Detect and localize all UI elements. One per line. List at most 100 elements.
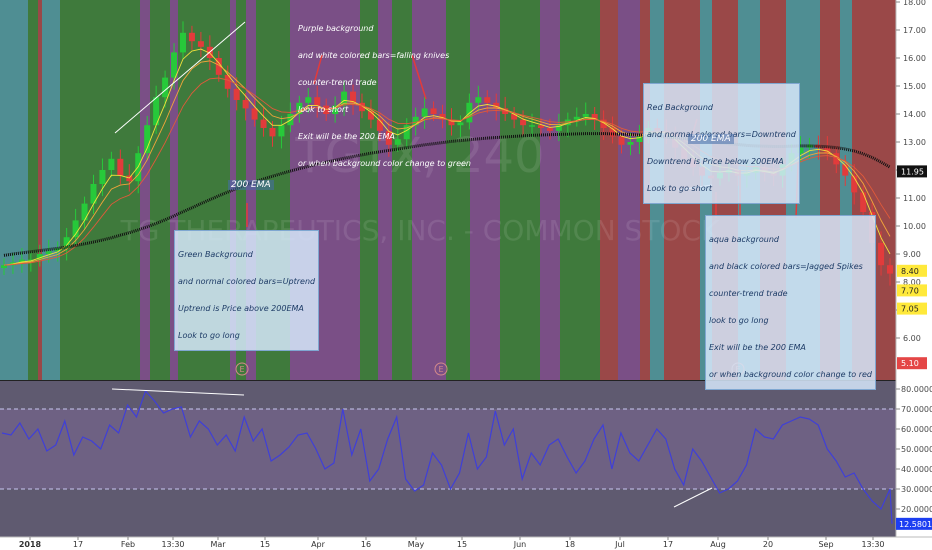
candle-body bbox=[564, 119, 571, 126]
rsi-divergence-top bbox=[111, 388, 245, 396]
candle-body bbox=[439, 114, 446, 120]
candle-body bbox=[493, 102, 500, 109]
time-tick-label: Jun bbox=[513, 540, 527, 549]
candle-body bbox=[63, 237, 70, 249]
earnings-marker-2-label: E bbox=[438, 365, 443, 374]
candle-body bbox=[108, 158, 115, 170]
candle-body bbox=[403, 125, 410, 140]
candle-body bbox=[860, 192, 867, 212]
candle-body bbox=[394, 139, 401, 145]
time-tick-label: 20 bbox=[763, 540, 773, 549]
price-badge-label: 7.70 bbox=[901, 286, 919, 295]
candle-body bbox=[1, 265, 7, 268]
background-band-purple bbox=[230, 0, 236, 380]
time-tick-label: Sep bbox=[818, 540, 833, 549]
candle-body bbox=[36, 254, 43, 260]
candle-body bbox=[358, 102, 365, 112]
annotation-purple: Purple background and white colored bars… bbox=[298, 6, 471, 177]
arrow-purple-2 bbox=[411, 54, 427, 100]
time-tick-label: 16 bbox=[361, 540, 371, 549]
candle-body bbox=[520, 119, 527, 126]
candle-body bbox=[27, 259, 34, 262]
pane-divider[interactable] bbox=[0, 380, 896, 381]
candle-body bbox=[269, 128, 276, 137]
annotation-aqua-line: and black colored bars=Jagged Spikes bbox=[709, 262, 863, 271]
annotation-aqua-line: aqua background bbox=[709, 235, 779, 244]
time-tick-label: Feb bbox=[121, 540, 135, 549]
price-tick-label: 13.00 bbox=[903, 138, 926, 147]
annotation-aqua-line: look to go long bbox=[709, 316, 769, 325]
annotation-green-line: and normal colored bars=Uptrend bbox=[178, 277, 316, 286]
candle-body bbox=[242, 100, 249, 109]
candle-body bbox=[179, 32, 186, 53]
rsi-tick-label: 50.0000 bbox=[901, 445, 932, 454]
candle-body bbox=[421, 108, 428, 117]
candle-body bbox=[529, 125, 536, 127]
candle-body bbox=[197, 41, 204, 47]
time-tick-label: Mar bbox=[210, 540, 226, 549]
candle-body bbox=[412, 116, 419, 126]
time-axis[interactable]: 2018 17 Feb 13:30 Mar 15 Apr 16 May 15 Jun 18 Jul 17 A… bbox=[19, 537, 885, 549]
annotation-purple-line: counter-trend trade bbox=[298, 78, 377, 87]
candle-body bbox=[484, 97, 491, 103]
arrow-purple-1 bbox=[313, 54, 323, 85]
candle-body bbox=[99, 170, 106, 184]
annotation-purple-line: look to short bbox=[298, 105, 349, 114]
candle-body bbox=[54, 248, 61, 252]
candle-body bbox=[851, 175, 858, 193]
candle-body bbox=[618, 136, 625, 145]
candle-body bbox=[18, 259, 25, 263]
rsi-tick-label: 20.0000 bbox=[901, 505, 932, 514]
annotation-red-line: Downtrend is Price below 200EMA bbox=[647, 157, 784, 166]
rsi-tick-label: 80.0000 bbox=[901, 385, 932, 394]
time-tick-label: 15 bbox=[260, 540, 270, 549]
annotation-aqua-line: counter-trend trade bbox=[709, 289, 788, 298]
annotation-purple-line: or when background color change to green bbox=[298, 159, 471, 168]
price-badges: 11.95 8.40 7.70 7.05 5.10 bbox=[897, 165, 927, 370]
rsi-current-badge bbox=[896, 517, 932, 530]
time-tick-label: 18 bbox=[565, 540, 575, 549]
candle-body bbox=[287, 114, 294, 126]
candle-body bbox=[81, 203, 88, 221]
candle-body bbox=[878, 242, 885, 266]
background-band-green bbox=[446, 0, 470, 380]
background-band-green bbox=[500, 0, 540, 380]
candle-body bbox=[45, 251, 52, 254]
candle-body bbox=[171, 52, 178, 78]
background-band-aqua bbox=[42, 0, 60, 380]
earnings-marker-1[interactable] bbox=[235, 362, 249, 376]
rsi-tick-label: 60.0000 bbox=[901, 425, 932, 434]
rsi-tick-label: 70.0000 bbox=[901, 405, 932, 414]
annotation-aqua-line: Exit will be the 200 EMA bbox=[709, 343, 806, 352]
time-axis-background bbox=[0, 537, 932, 550]
candle-body bbox=[224, 74, 231, 89]
time-tick-label: 15 bbox=[457, 540, 467, 549]
price-tick-label: 9.00 bbox=[903, 250, 921, 259]
background-band-purple bbox=[378, 0, 392, 380]
rsi-axis[interactable]: 80.0000 70.0000 60.0000 50.0000 40.0000 30.00… bbox=[896, 385, 932, 530]
background-band-purple bbox=[140, 0, 150, 380]
background-band-purple bbox=[246, 0, 256, 380]
ema-label-right: 200 EMA bbox=[688, 134, 734, 144]
time-tick-label: 17 bbox=[663, 540, 673, 549]
time-tick-label: 13:30 bbox=[161, 540, 184, 549]
earnings-marker-1-label: E bbox=[239, 365, 244, 374]
annotation-green-line: Green Background bbox=[178, 250, 253, 259]
annotation-aqua: aqua background and black colored bars=J… bbox=[705, 215, 876, 390]
candle-body bbox=[153, 97, 160, 126]
ema-label-left: 200 EMA bbox=[228, 180, 274, 190]
candle-body bbox=[367, 111, 374, 120]
time-tick-label: May bbox=[408, 540, 425, 549]
price-tick-label: 15.00 bbox=[903, 82, 926, 91]
price-badge bbox=[897, 165, 927, 178]
rsi-divergence-bottom bbox=[673, 487, 713, 508]
background-band-green bbox=[60, 0, 140, 380]
earnings-marker-2[interactable] bbox=[434, 362, 448, 376]
candle-body bbox=[233, 88, 240, 100]
candle-body bbox=[582, 114, 589, 117]
rsi-divergence-lines bbox=[111, 388, 713, 508]
annotation-green: Green Background and normal colored bars… bbox=[174, 230, 320, 351]
candle-body bbox=[815, 144, 822, 148]
rsi-current-label: 12.5801 bbox=[899, 520, 932, 529]
candle-body bbox=[350, 91, 357, 103]
